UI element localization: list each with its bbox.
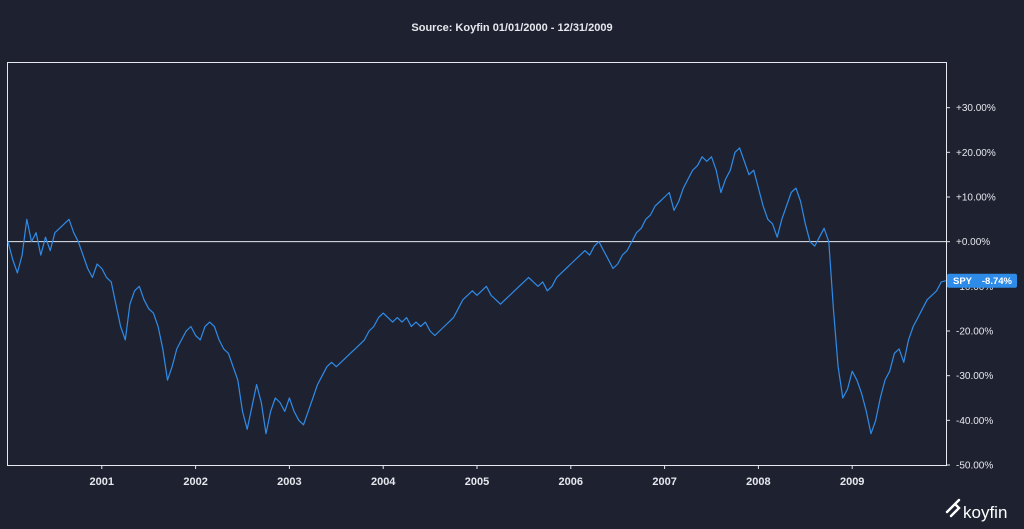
y-tick-label: +30.00% [956,103,996,114]
x-tick-label: 2001 [90,476,114,488]
y-tick-label: -50.00% [956,461,993,472]
chart-title: Source: Koyfin 01/01/2000 - 12/31/2009 [411,22,612,34]
x-tick-label: 2006 [559,476,583,488]
y-tick-label: -30.00% [956,371,993,382]
y-tick-label: +20.00% [956,148,996,159]
x-tick-label: 2003 [277,476,301,488]
y-tick-label: +10.00% [956,193,996,204]
koyfin-logo[interactable]: koyfin [945,498,1007,522]
koyfin-logo-icon [945,498,961,518]
last-value-tag: SPY -8.74% [947,273,1017,288]
koyfin-logo-text: koyfin [963,503,1007,522]
x-tick-label: 2008 [746,476,770,488]
x-tick-label: 2005 [465,476,489,488]
y-tick-label: +0.00% [956,237,990,248]
series-last-value: -8.74% [982,276,1013,287]
x-tick-label: 2004 [371,476,396,488]
x-tick-label: 2009 [840,476,864,488]
series-name-label: SPY [953,276,973,287]
x-tick-label: 2007 [652,476,676,488]
last-value-tag-background [947,273,1017,288]
plot-area-frame [7,62,947,466]
x-tick-label: 2002 [183,476,207,488]
y-tick-label: -20.00% [956,327,993,338]
spy-series-line [7,147,947,435]
y-tick-label: -40.00% [956,416,993,427]
y-axis: +30.00%+20.00%+10.00%+0.00%-10.00%-20.00… [946,103,996,472]
x-axis: 2001 2002 2003 2004 2005 2006 2007 2008 2009 [90,465,864,488]
